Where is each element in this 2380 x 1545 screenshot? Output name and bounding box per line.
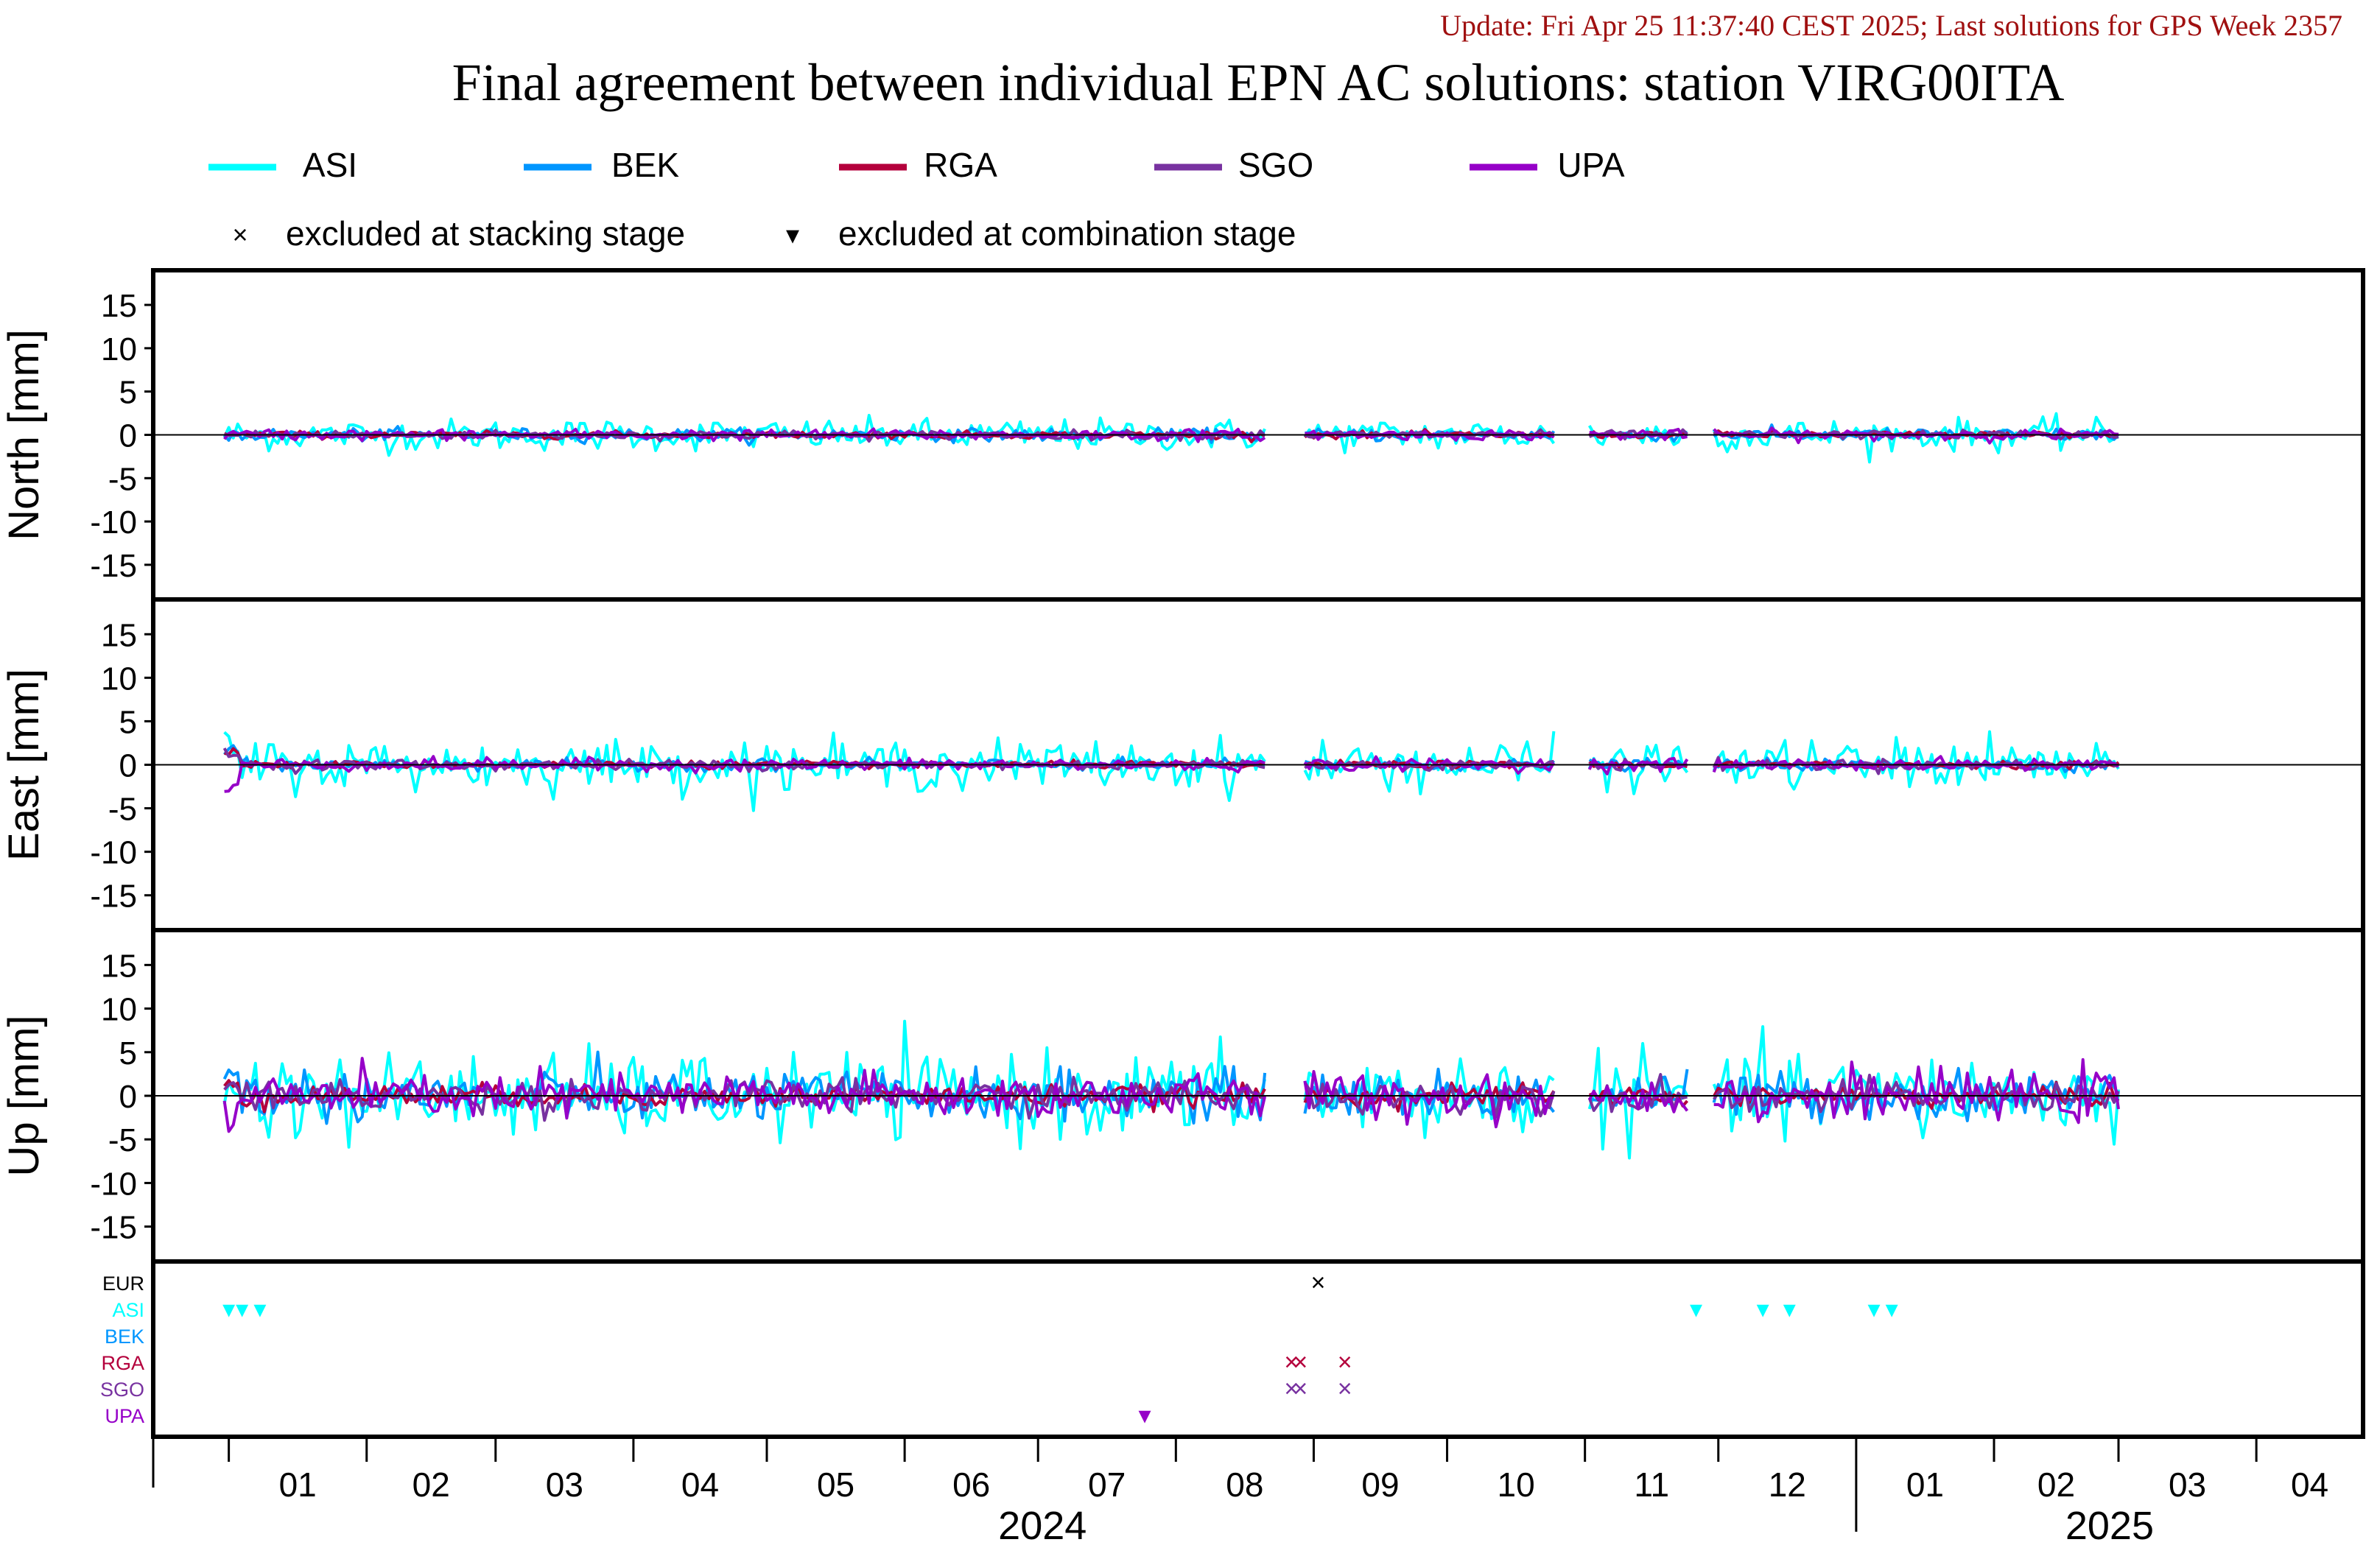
exclusion-mark: ▾: [1886, 1295, 1898, 1323]
exclusion-mark: ×: [1293, 1375, 1307, 1403]
ytick-label: 10: [101, 661, 137, 697]
plot-panels: 15 10 5 0 -5 -10 -15 North [mm] 15 10 5 0 -5 -10 -15 Ea…: [0, 268, 2365, 1264]
legend-marker-symbol: ▾: [786, 219, 799, 250]
xtick-label: 01: [279, 1465, 317, 1504]
ytick-label: -10: [90, 504, 137, 541]
panel-east: 15 10 5 0 -5 -10 -15 East [mm]: [0, 597, 2365, 932]
exclusion-row-label-rga: RGA: [101, 1352, 144, 1374]
year-label: 2025: [2065, 1504, 2154, 1545]
ytick-label: 5: [119, 375, 137, 411]
ytick-label: -15: [90, 1210, 137, 1246]
legend: ASI BEK RGA SGO UPA × excluded at stacking sta…: [208, 146, 1625, 253]
exclusion-mark: ×: [1338, 1348, 1352, 1376]
ytick-label: 5: [119, 704, 137, 740]
exclusion-mark: ×: [1338, 1375, 1352, 1403]
legend-label-rga: RGA: [924, 146, 997, 184]
exclusion-row-label-asi: ASI: [112, 1299, 144, 1321]
ytick-label: -5: [108, 461, 137, 497]
series-line-rga: [223, 1079, 2120, 1113]
legend-label-upa: UPA: [1557, 146, 1624, 184]
ytick-label: 15: [101, 288, 137, 324]
exclusion-mark: ▾: [1757, 1295, 1769, 1323]
xtick-label: 04: [681, 1465, 719, 1504]
ytick-label: -5: [108, 1122, 137, 1158]
series-line-upa: [222, 1057, 2120, 1133]
legend-marker-label: excluded at combination stage: [838, 214, 1296, 253]
xtick-label: 06: [952, 1465, 990, 1504]
xtick-label: 08: [1226, 1465, 1263, 1504]
ytick-label: 15: [101, 617, 137, 653]
exclusion-mark: ▾: [1139, 1401, 1151, 1429]
xtick-label: 02: [2037, 1465, 2075, 1504]
xtick-label: 02: [413, 1465, 450, 1504]
ylabel-up: Up [mm]: [0, 1015, 48, 1176]
exclusion-row-label-upa: UPA: [105, 1405, 144, 1427]
legend-label-sgo: SGO: [1238, 146, 1313, 184]
update-text: Update: Fri Apr 25 11:37:40 CEST 2025; L…: [1440, 9, 2342, 42]
xtick-label: 12: [1769, 1465, 1806, 1504]
series-line-bek: [222, 1050, 2120, 1125]
exclusion-mark: ▾: [222, 1295, 235, 1323]
time-axis: 01 02 03 04 05 06 07 08 09 10 11 12 01 02 03 04 2024 2025: [152, 1437, 2328, 1545]
ytick-label: -10: [90, 835, 137, 871]
exclusion-mark: ▾: [1690, 1295, 1702, 1323]
exclusion-mark: ▾: [236, 1295, 248, 1323]
legend-marker-symbol: ×: [232, 219, 248, 250]
xtick-label: 03: [546, 1465, 583, 1504]
ytick-label: 10: [101, 992, 137, 1028]
exclusion-mark: ×: [1311, 1269, 1326, 1297]
ytick-label: -5: [108, 792, 137, 828]
ytick-label: 0: [119, 748, 137, 784]
xtick-label: 05: [817, 1465, 854, 1504]
legend-marker-label: excluded at stacking stage: [286, 214, 685, 253]
ytick-label: 0: [119, 1079, 137, 1115]
exclusion-row-label-eur: EUR: [102, 1273, 144, 1295]
xtick-label: 11: [1634, 1465, 1669, 1504]
xtick-label: 04: [2291, 1465, 2328, 1504]
xtick-label: 07: [1088, 1465, 1126, 1504]
exclusion-mark: ×: [1284, 1348, 1299, 1376]
exclusion-mark: ×: [1293, 1348, 1307, 1376]
ytick-label: -10: [90, 1166, 137, 1202]
legend-label-bek: BEK: [611, 146, 679, 184]
exclusion-row-label-sgo: SGO: [100, 1379, 144, 1401]
exclusion-row-label-bek: BEK: [105, 1326, 144, 1348]
panel-up: 15 10 5 0 -5 -10 -15 Up [mm]: [0, 928, 2365, 1264]
exclusion-frame: [151, 1259, 2365, 1439]
xtick-label: 10: [1498, 1465, 1535, 1504]
ytick-label: -15: [90, 548, 137, 584]
ytick-label: 15: [101, 948, 137, 984]
ylabel-east: East [mm]: [0, 669, 48, 861]
exclusion-mark: ▾: [1867, 1295, 1880, 1323]
ylabel-north: North [mm]: [0, 329, 48, 541]
panel-north: 15 10 5 0 -5 -10 -15 North [mm]: [0, 268, 2365, 602]
year-label: 2024: [998, 1504, 1087, 1545]
exclusion-mark: ▾: [1783, 1295, 1796, 1323]
chart-title: Final agreement between individual EPN A…: [452, 53, 2065, 112]
exclusion-mark: ×: [1284, 1375, 1299, 1403]
ytick-label: 10: [101, 331, 137, 367]
series-line-asi: [223, 730, 2120, 812]
xtick-label: 01: [1906, 1465, 1944, 1504]
ytick-label: 0: [119, 418, 137, 454]
legend-label-asi: ASI: [303, 146, 357, 184]
ytick-label: -15: [90, 879, 137, 915]
exclusion-mark: ▾: [253, 1295, 266, 1323]
ytick-label: 5: [119, 1035, 137, 1071]
series-line-asi: [222, 412, 2119, 464]
series-line-upa: [223, 426, 2119, 445]
series-line-upa: [224, 755, 2120, 793]
xtick-label: 03: [2169, 1465, 2206, 1504]
xtick-label: 09: [1361, 1465, 1399, 1504]
